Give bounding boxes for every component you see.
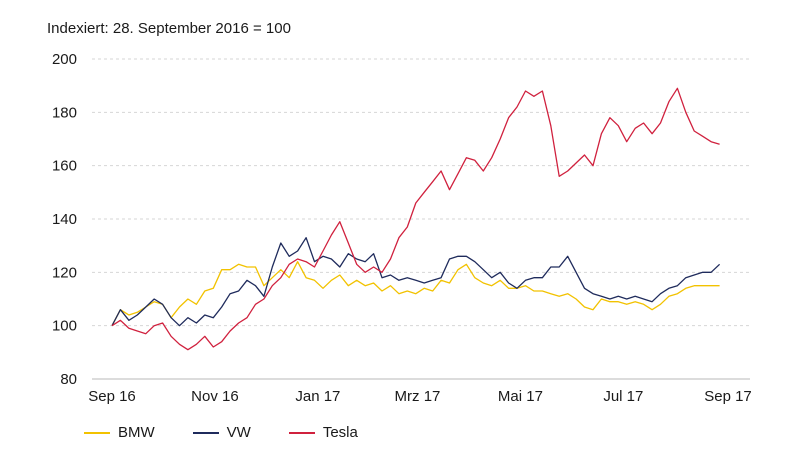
chart-subtitle: Indexiert: 28. September 2016 = 100: [47, 20, 291, 37]
x-tick-label: Jan 17: [295, 388, 340, 405]
legend: BMW VW Tesla: [84, 424, 396, 441]
x-tick-label: Jul 17: [603, 388, 643, 405]
x-tick-label: Sep 17: [704, 388, 752, 405]
y-tick-label: 100: [52, 318, 77, 335]
y-tick-label: 160: [52, 158, 77, 175]
gridlines: [92, 58, 750, 380]
series-lines: [111, 87, 721, 351]
legend-swatch: [288, 431, 315, 434]
y-tick-label: 80: [60, 371, 77, 388]
x-axis-ticks: Sep 16 Nov 16 Jan 17 Mrz 17 Mai 17 Jul 17 Sep …: [88, 388, 752, 405]
legend-swatch: [192, 431, 219, 434]
series-line-tesla: [111, 87, 720, 351]
legend-label: BMW: [118, 424, 155, 441]
legend-item-tesla: Tesla: [288, 424, 358, 441]
y-axis-ticks: 80 100 120 140 160 180 200: [52, 51, 77, 388]
y-tick-label: 200: [52, 51, 77, 68]
y-tick-label: 120: [52, 264, 77, 281]
legend-label: Tesla: [322, 424, 358, 441]
x-tick-label: Nov 16: [191, 388, 239, 405]
y-tick-label: 140: [52, 211, 77, 228]
legend-item-vw: VW: [192, 424, 251, 441]
series-line-bmw: [111, 261, 720, 327]
x-tick-label: Mai 17: [498, 388, 543, 405]
x-tick-label: Sep 16: [88, 388, 136, 405]
legend-swatch: [84, 431, 110, 434]
x-tick-label: Mrz 17: [395, 388, 441, 405]
legend-label: VW: [226, 424, 251, 441]
series-line-vw: [111, 237, 721, 327]
y-tick-label: 180: [52, 104, 77, 121]
legend-item-bmw: BMW: [84, 424, 155, 441]
